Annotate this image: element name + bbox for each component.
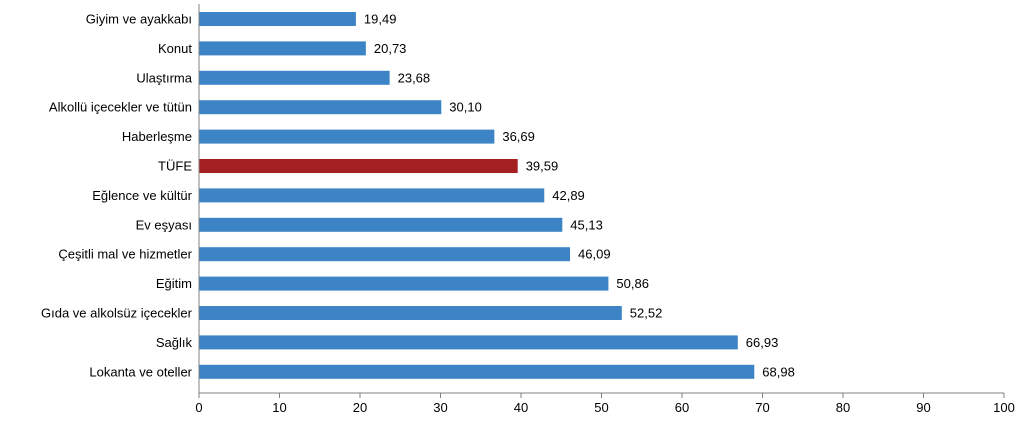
value-label: 52,52 xyxy=(630,306,663,321)
x-tick-label: 20 xyxy=(353,400,367,415)
value-label: 36,69 xyxy=(502,129,535,144)
bar-highlight xyxy=(199,159,518,173)
x-tick-label: 70 xyxy=(755,400,769,415)
bar xyxy=(199,306,622,320)
category-label: Eğitim xyxy=(156,276,192,291)
bar xyxy=(199,129,495,144)
x-tick-label: 30 xyxy=(433,400,447,415)
category-label: Gıda ve alkolsüz içecekler xyxy=(41,306,193,321)
category-label: Alkollü içecekler ve tütün xyxy=(49,100,192,115)
value-label: 50,86 xyxy=(616,276,649,291)
category-label: Giyim ve ayakkabı xyxy=(86,12,192,27)
category-label: Ev eşyası xyxy=(136,217,192,232)
x-tick-label: 0 xyxy=(195,400,202,415)
value-label: 45,13 xyxy=(570,217,603,232)
x-tick-label: 80 xyxy=(836,400,850,415)
x-tick-label: 50 xyxy=(594,400,608,415)
value-label: 20,73 xyxy=(374,41,407,56)
category-label: Çeşitli mal ve hizmetler xyxy=(58,247,192,262)
category-label: Eğlence ve kültür xyxy=(92,188,192,203)
bar xyxy=(199,100,442,115)
value-label: 19,49 xyxy=(364,12,397,27)
bars-layer: Giyim ve ayakkabı 19,49 Konut 20,73 Ulaştırm… xyxy=(41,12,795,380)
category-label: Lokanta ve oteller xyxy=(89,364,192,379)
bar xyxy=(199,276,609,291)
value-label: 23,68 xyxy=(398,70,431,85)
x-tick-label: 100 xyxy=(993,400,1015,415)
bar xyxy=(199,335,738,350)
value-label: 68,98 xyxy=(762,364,795,379)
value-label: 66,93 xyxy=(746,335,779,350)
value-label: 30,10 xyxy=(449,100,482,115)
value-label: 39,59 xyxy=(526,159,559,174)
bar xyxy=(199,70,390,85)
category-label: Konut xyxy=(158,41,192,56)
value-label: 46,09 xyxy=(578,247,611,262)
bar xyxy=(199,12,356,26)
x-axis: 0 10 20 30 40 50 60 70 80 90 100 xyxy=(195,4,1015,415)
bar xyxy=(199,364,755,379)
category-label: Haberleşme xyxy=(122,129,192,144)
x-tick-label: 10 xyxy=(272,400,286,415)
category-label: TÜFE xyxy=(158,159,192,174)
category-label: Ulaştırma xyxy=(136,70,192,85)
value-label: 42,89 xyxy=(552,188,585,203)
x-tick-label: 40 xyxy=(514,400,528,415)
bar xyxy=(199,188,545,203)
bar xyxy=(199,247,571,262)
category-label: Sağlık xyxy=(156,335,193,350)
x-tick-label: 90 xyxy=(916,400,930,415)
bar xyxy=(199,41,366,56)
bar xyxy=(199,217,563,232)
x-tick-label: 60 xyxy=(675,400,689,415)
